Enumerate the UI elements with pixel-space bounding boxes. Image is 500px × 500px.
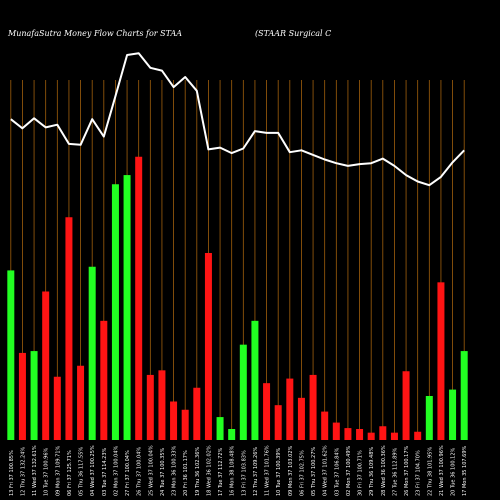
bar bbox=[414, 431, 422, 440]
bar bbox=[449, 389, 457, 440]
tick-label: 03 Tue 37 106.84% bbox=[334, 447, 340, 496]
bar bbox=[123, 175, 131, 441]
tick-label: 06 Fri 37 102.75% bbox=[299, 450, 305, 496]
bar bbox=[111, 184, 119, 440]
bar bbox=[402, 371, 410, 440]
tick-label: 12 Thu 37 109.26% bbox=[253, 447, 259, 496]
tick-label: 22 Thu 38 101.95% bbox=[427, 447, 433, 496]
tick-label: 05 Thu 36 117.55% bbox=[79, 447, 85, 496]
bar bbox=[170, 401, 178, 440]
tick-label: 17 Tue 37 112.72% bbox=[218, 447, 224, 496]
bar bbox=[379, 426, 387, 440]
tick-label: 27 Tue 36 112.89% bbox=[392, 447, 398, 496]
tick-label: 23 Mon 36 100.33% bbox=[172, 445, 178, 496]
bar bbox=[263, 383, 271, 440]
tick-label: 25 Wed 37 100.04% bbox=[148, 445, 154, 496]
bar bbox=[390, 432, 398, 440]
bar bbox=[274, 405, 282, 440]
tick-label: 09 Mon 37 109.71% bbox=[55, 445, 61, 496]
bar bbox=[30, 351, 38, 440]
tick-label: 13 Fri 37 103.83% bbox=[241, 450, 247, 496]
tick-label: 19 Thu 36 102.36% bbox=[195, 447, 201, 496]
tick-label: 12 Thu 37 132.24% bbox=[20, 447, 26, 496]
tick-label: 30 Fri 37 100.71% bbox=[358, 450, 364, 496]
bar bbox=[7, 270, 15, 440]
bar bbox=[216, 417, 224, 440]
tick-label: 04 Wed 37 100.25% bbox=[90, 445, 96, 496]
tick-label: 24 Tue 37 100.35% bbox=[160, 447, 166, 496]
tick-label: 23 Fri 37 104.70% bbox=[416, 450, 422, 496]
tick-label: 11 Wed 37 132.61% bbox=[32, 445, 38, 496]
money-flow-line bbox=[10, 52, 465, 187]
tick-label: 28 Wed 36 100.36% bbox=[381, 445, 387, 496]
tick-label: 05 Thu 37 100.27% bbox=[311, 447, 317, 496]
bar bbox=[181, 409, 189, 440]
bar bbox=[193, 387, 201, 440]
bar bbox=[460, 351, 468, 440]
tick-label: 29 Thu 36 109.48% bbox=[369, 447, 375, 496]
chart-subtitle: (STAAR Surgical C bbox=[255, 29, 331, 38]
bar bbox=[309, 374, 317, 440]
bar bbox=[228, 429, 236, 440]
bar bbox=[77, 365, 85, 440]
series-line bbox=[10, 52, 465, 187]
bar bbox=[53, 376, 61, 440]
tick-label: 13 Fri 37 100.85% bbox=[9, 450, 15, 496]
bar bbox=[135, 156, 143, 440]
tick-label: 11 Wed 37 101.76% bbox=[265, 445, 271, 496]
bar bbox=[204, 253, 212, 440]
bar bbox=[356, 429, 364, 440]
tick-label: 20 Fri 36 101.17% bbox=[183, 450, 189, 496]
bar bbox=[425, 396, 433, 440]
bars bbox=[7, 156, 468, 441]
tick-label: 20 Tue 36 100.12% bbox=[451, 447, 457, 496]
bar bbox=[344, 428, 352, 440]
tick-label: 18 Wed 36 102.02% bbox=[206, 445, 212, 496]
tick-label: 10 Tue 37 100.39% bbox=[276, 447, 282, 496]
bar bbox=[251, 320, 259, 440]
tick-label: 10 Tue 37 100.96% bbox=[44, 447, 50, 496]
tick-label: 06 Fri 37 125.71% bbox=[67, 450, 73, 496]
bar bbox=[332, 422, 340, 440]
tick-label: 02 Mon 37 100.49% bbox=[346, 445, 352, 496]
chart-title: MunafaSutra Money Flow Charts for STAA bbox=[7, 29, 182, 38]
bar bbox=[65, 217, 73, 440]
bar bbox=[321, 411, 329, 440]
tick-label: 26 Thu 37 100.04% bbox=[137, 447, 143, 496]
tick-label: 21 Wed 37 100.96% bbox=[439, 445, 445, 496]
bar bbox=[158, 370, 166, 440]
bar bbox=[437, 282, 445, 440]
tick-label: 26 Mon 37 100.17% bbox=[404, 445, 410, 496]
tick-label: 27 Fri 37 100.04% bbox=[125, 450, 131, 496]
bar bbox=[286, 378, 294, 440]
tick-label: 09 Mon 37 103.02% bbox=[288, 445, 294, 496]
x-axis-date-labels: 13 Fri 37 100.85% 12 Thu 37 132.24% 11 Wed… bbox=[9, 445, 468, 496]
bar bbox=[239, 344, 247, 440]
bar bbox=[100, 320, 108, 440]
bar bbox=[367, 432, 375, 440]
tick-label: 04 Wed 37 101.62% bbox=[323, 445, 329, 496]
bar bbox=[42, 291, 50, 440]
tick-label: 17 Mon 35 107.69% bbox=[462, 445, 468, 496]
bar bbox=[88, 266, 96, 440]
tick-label: 16 Mon 38 108.48% bbox=[230, 445, 236, 496]
tick-label: 03 Tue 37 114.23% bbox=[102, 447, 108, 496]
bar bbox=[18, 352, 26, 440]
bar bbox=[146, 374, 154, 440]
tick-label: 02 Mon 37 100.04% bbox=[113, 445, 119, 496]
bar bbox=[297, 397, 305, 440]
